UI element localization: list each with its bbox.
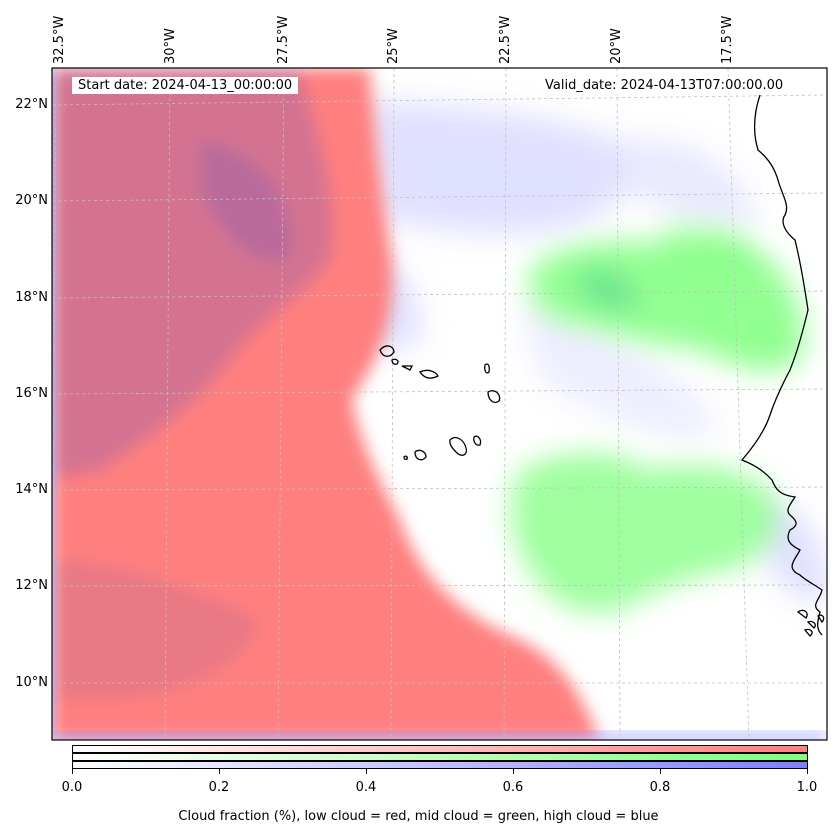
valid-date-label: Valid_date: 2024-04-13T07:00:00.00 <box>539 77 790 94</box>
colorbar-tickmark <box>366 769 367 774</box>
colorbar-tickmark <box>513 769 514 774</box>
cape-verde-sal <box>484 363 490 374</box>
mid-cloud-layer <box>511 226 804 613</box>
colorbar-low-cloud <box>72 745 808 753</box>
cape-verde-maio <box>473 435 482 446</box>
lon-label-27-5w: 27.5°W <box>276 15 291 64</box>
cape-verde-sao-nicolau <box>401 365 414 371</box>
cape-verde-sao-vicente <box>391 358 399 365</box>
coastlines <box>379 94 825 637</box>
colorbar-tickmark <box>807 769 808 774</box>
colorbar-high-cloud <box>72 761 808 769</box>
colorbar <box>72 745 808 769</box>
lat-label-10n: 10°N <box>15 675 48 690</box>
lat-label-18n: 18°N <box>15 290 48 305</box>
start-date-label: Start date: 2024-04-13_00:00:00 <box>72 77 299 94</box>
cape-verde-santa-luzia <box>419 369 439 379</box>
lat-label-12n: 12°N <box>15 578 48 593</box>
lat-label-20n: 20°N <box>15 193 48 208</box>
colorbar-tick-label: 1.0 <box>796 780 818 795</box>
colorbar-tickmark <box>219 769 220 774</box>
lon-label-30w: 30°W <box>163 28 178 64</box>
cape-verde-santo-antao <box>379 345 395 357</box>
lat-label-22n: 22°N <box>15 97 48 112</box>
lat-label-14n: 14°N <box>15 482 48 497</box>
lon-label-20w: 20°W <box>609 28 624 64</box>
low-cloud-layer <box>52 68 600 740</box>
colorbar-tick-label: 0.4 <box>355 780 377 795</box>
bijagos-islands <box>796 609 825 637</box>
map-frame <box>51 67 828 741</box>
cape-verde-fogo <box>414 449 427 461</box>
cloud-fraction-map <box>51 67 828 741</box>
lon-label-17-5w: 17.5°W <box>720 15 735 64</box>
colorbar-tickmark <box>72 769 73 774</box>
cape-verde-brava <box>403 455 408 461</box>
lon-label-32-5w: 32.5°W <box>52 15 67 64</box>
lon-label-25w: 25°W <box>386 28 401 64</box>
cape-verde-boa-vista <box>487 390 501 404</box>
colorbar-tick-label: 0.6 <box>502 780 524 795</box>
colorbar-tick-label: 0.0 <box>61 780 83 795</box>
lon-label-22-5w: 22.5°W <box>498 15 513 64</box>
colorbar-tick-label: 0.8 <box>649 780 671 795</box>
lat-label-16n: 16°N <box>15 386 48 401</box>
cape-verde-santiago <box>449 436 468 456</box>
colorbar-title: Cloud fraction (%), low cloud = red, mid… <box>178 809 659 824</box>
colorbar-tickmark <box>660 769 661 774</box>
colorbar-mid-cloud <box>72 753 808 761</box>
colorbar-tick-label: 0.2 <box>208 780 230 795</box>
gridlines <box>52 68 827 740</box>
africa-coastline <box>740 94 823 636</box>
